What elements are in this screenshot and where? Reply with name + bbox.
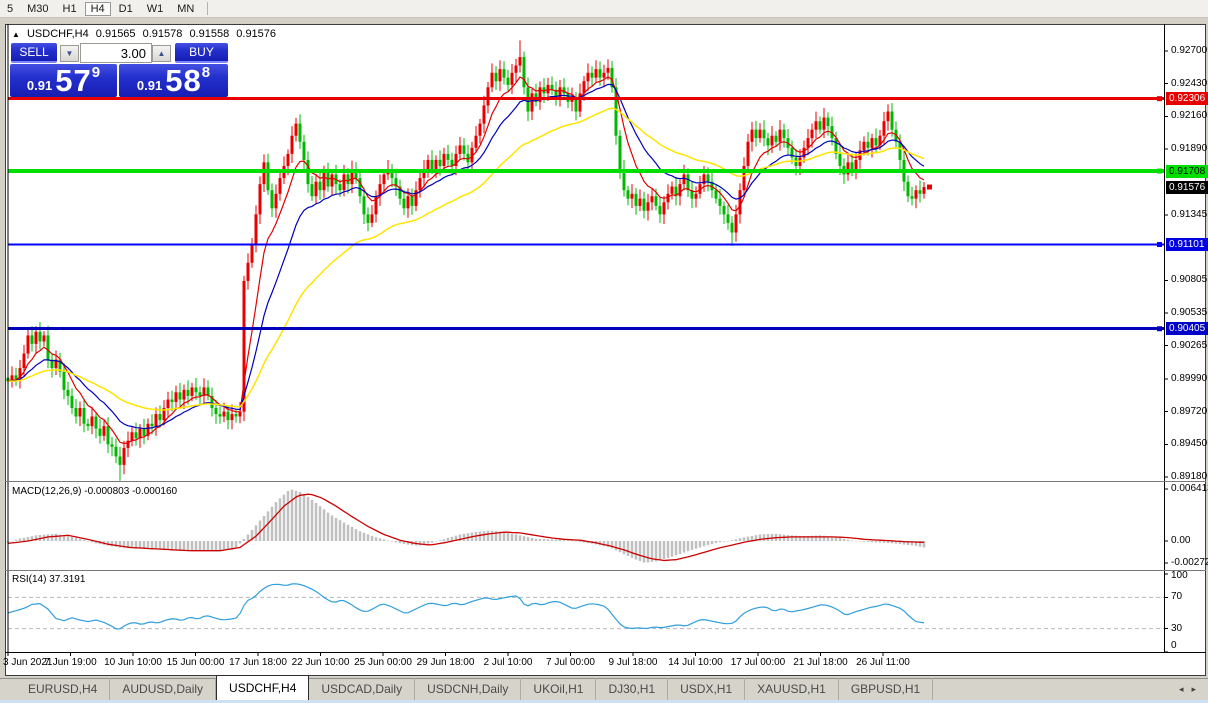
chart-tab-usdcad[interactable]: USDCAD,Daily — [309, 678, 416, 700]
date-axis-label: 25 Jun 00:00 — [354, 657, 412, 668]
sell-price-pip: 9 — [91, 64, 101, 81]
timeframe-button-m30[interactable]: M30 — [27, 2, 49, 15]
buy-price-pip: 8 — [201, 64, 211, 81]
chart-tab-audusd[interactable]: AUDUSD,Daily — [110, 678, 217, 700]
price-line-badge: 0.91708 — [1166, 164, 1208, 178]
close-value: 0.91576 — [236, 28, 277, 40]
support-line-handle[interactable] — [1157, 168, 1162, 174]
sell-price-prefix: 0.91 — [26, 78, 53, 93]
chart-tab-usdchf[interactable]: USDCHF,H4 — [216, 675, 310, 700]
price-axis-label: 0.90265 — [1171, 339, 1208, 351]
rsi-axis-label: 30 — [1171, 622, 1183, 634]
price-axis-label: 0.90805 — [1171, 274, 1208, 286]
macd-axis-label: -0.002726 — [1171, 557, 1208, 569]
date-axis-label: 21 Jul 18:00 — [793, 657, 848, 668]
ma-fast-line — [7, 76, 925, 445]
timeframe-button-w1[interactable]: W1 — [146, 2, 164, 15]
candles-layer — [6, 40, 926, 481]
chart-tab-bar: EURUSD,H4 AUDUSD,Daily USDCHF,H4 USDCAD,Dai… — [0, 675, 1208, 700]
rsi-axis-label: 100 — [1171, 570, 1188, 581]
date-axis-label: 14 Jul 10:00 — [668, 657, 723, 668]
lower-line-1-handle[interactable] — [1157, 242, 1162, 248]
price-axis-label: 0.91890 — [1171, 143, 1208, 155]
date-axis-label: 26 Jul 11:00 — [856, 657, 910, 668]
sell-button[interactable]: SELL — [11, 43, 57, 63]
sell-price-big: 57 — [55, 63, 92, 98]
date-axis-label: 2 Jul 10:00 — [483, 657, 533, 668]
tab-scroll-right-icon[interactable]: ▸ — [1191, 684, 1204, 694]
timeframe-button-d1[interactable]: D1 — [118, 2, 133, 15]
status-strip — [0, 700, 1208, 703]
macd-label: MACD(12,26,9) -0.000803 -0.000160 — [12, 486, 178, 497]
price-line-badge: 0.90405 — [1166, 322, 1208, 336]
buy-price-display[interactable]: 0.91 58 8 — [119, 64, 228, 97]
date-axis-label: 22 Jun 10:00 — [291, 657, 350, 668]
chart-window — [5, 24, 1206, 676]
price-axis-label: 0.91345 — [1171, 208, 1208, 220]
date-axis-label: 10 Jun 10:00 — [104, 657, 162, 668]
price-axis-label: 0.90535 — [1171, 307, 1208, 318]
macd-axis-label: 0.006413 — [1171, 482, 1208, 494]
price-axis-label: 0.92430 — [1171, 77, 1208, 89]
chart-tab-usdx[interactable]: USDX,H1 — [668, 678, 746, 700]
timeframe-button-h4[interactable]: H4 — [84, 1, 111, 16]
price-axis-label: 0.89990 — [1171, 372, 1208, 384]
price-line-badge: 0.91101 — [1166, 238, 1208, 251]
date-axis-label: 3 Jun 2021 — [3, 657, 53, 668]
macd-axis-label: 0.00 — [1171, 535, 1191, 546]
volume-increase-button[interactable]: ▲ — [152, 45, 171, 62]
chart-tab-xauusd[interactable]: XAUUSD,H1 — [745, 678, 839, 700]
ma-mid-line — [7, 83, 925, 430]
tab-scroll-left-icon[interactable]: ◂ — [1178, 684, 1192, 694]
chart-tab-gbpusd[interactable]: GBPUSD,H1 — [839, 678, 934, 700]
chart-tab-eurusd[interactable]: EURUSD,H4 — [16, 678, 111, 700]
price-line-badge: 0.92306 — [1166, 92, 1208, 106]
high-value: 0.91578 — [142, 28, 183, 40]
timeframe-button-mn[interactable]: MN — [177, 2, 195, 15]
price-axis-label: 0.92700 — [1171, 45, 1208, 56]
resistance-line-handle[interactable] — [1157, 96, 1162, 102]
rsi-axis-label: 0 — [1171, 640, 1177, 651]
buy-button[interactable]: BUY — [175, 43, 228, 63]
macd-layer — [6, 489, 926, 563]
date-axis-label: 17 Jun 18:00 — [229, 657, 287, 668]
chart-title: ▲ USDCHF,H4 0.91565 0.91578 0.91558 0.91… — [12, 28, 280, 40]
timeframe-toolbar: 5 M30 H1 H4 D1 W1 MN — [0, 0, 1208, 18]
volume-decrease-button[interactable]: ▼ — [60, 45, 79, 62]
rsi-axis-label: 70 — [1171, 591, 1183, 603]
price-axis-label: 0.92160 — [1171, 110, 1208, 122]
current-price-badge: 0.91576 — [1166, 180, 1208, 194]
collapse-panel-icon[interactable]: ▲ — [12, 30, 20, 39]
rsi-line — [7, 583, 925, 630]
macd-signal-line — [7, 493, 925, 562]
tab-scroll-arrows[interactable]: ◂▸ — [1179, 684, 1204, 695]
timeframe-button-h1[interactable]: H1 — [62, 2, 77, 15]
date-axis-label: 15 Jun 00:00 — [166, 657, 225, 668]
date-axis-label: 7 Jun 19:00 — [44, 657, 97, 668]
price-axis-label: 0.89720 — [1171, 405, 1208, 417]
date-axis-label: 29 Jun 18:00 — [416, 657, 475, 668]
current-price-marker — [927, 184, 932, 190]
buy-price-big: 58 — [165, 63, 202, 98]
low-value: 0.91558 — [189, 28, 230, 40]
price-axis-label: 0.89450 — [1171, 438, 1208, 450]
date-axis-label: 7 Jul 00:00 — [546, 657, 595, 668]
ma-slow-line — [7, 107, 925, 411]
date-axis-label: 17 Jul 00:00 — [730, 657, 786, 668]
chart-tab-ukoil[interactable]: UKOil,H1 — [521, 678, 597, 700]
price-axis-label: 0.89180 — [1171, 471, 1208, 482]
toolbar-separator — [207, 2, 209, 15]
chart-tab-usdcnh[interactable]: USDCNH,Daily — [415, 678, 522, 700]
rsi-label: RSI(14) 37.3191 — [12, 574, 86, 585]
open-value: 0.91565 — [95, 28, 136, 40]
symbol-period-label: USDCHF,H4 — [26, 28, 89, 40]
sell-price-display[interactable]: 0.91 57 9 — [10, 64, 117, 97]
buy-price-prefix: 0.91 — [136, 78, 163, 93]
volume-input[interactable]: 3.00 — [80, 43, 152, 63]
date-axis-label: 9 Jul 18:00 — [608, 657, 658, 668]
timeframe-button-5[interactable]: 5 — [7, 2, 14, 15]
lower-line-2-handle[interactable] — [1157, 326, 1162, 332]
chart-tab-dj30[interactable]: DJ30,H1 — [596, 678, 669, 700]
